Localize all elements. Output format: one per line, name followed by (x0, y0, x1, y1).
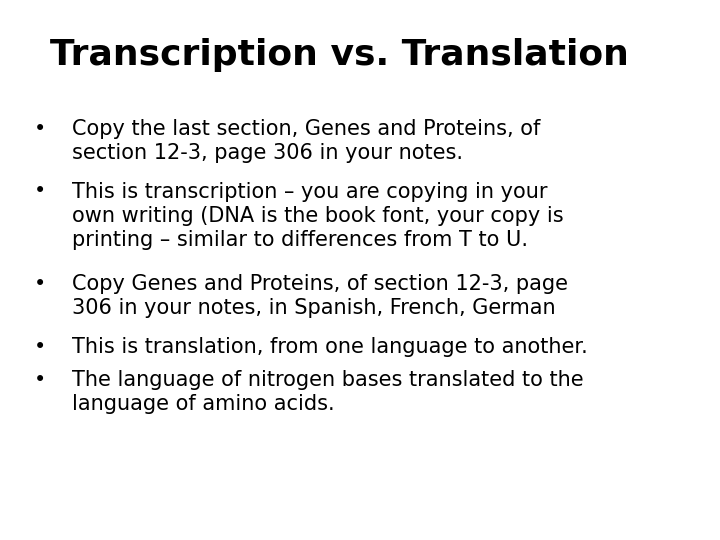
Text: Copy Genes and Proteins, of section 12-3, page
306 in your notes, in Spanish, Fr: Copy Genes and Proteins, of section 12-3… (72, 274, 568, 318)
Text: This is translation, from one language to another.: This is translation, from one language t… (72, 337, 588, 357)
Text: The language of nitrogen bases translated to the
language of amino acids.: The language of nitrogen bases translate… (72, 369, 584, 414)
Text: •: • (33, 337, 46, 357)
Text: •: • (33, 369, 46, 389)
Text: Transcription vs. Translation: Transcription vs. Translation (50, 38, 629, 72)
Text: •: • (33, 119, 46, 139)
Text: This is transcription – you are copying in your
own writing (DNA is the book fon: This is transcription – you are copying … (72, 181, 564, 249)
Text: •: • (33, 181, 46, 201)
Text: •: • (33, 274, 46, 294)
Text: Copy the last section, Genes and Proteins, of
section 12-3, page 306 in your not: Copy the last section, Genes and Protein… (72, 119, 541, 163)
